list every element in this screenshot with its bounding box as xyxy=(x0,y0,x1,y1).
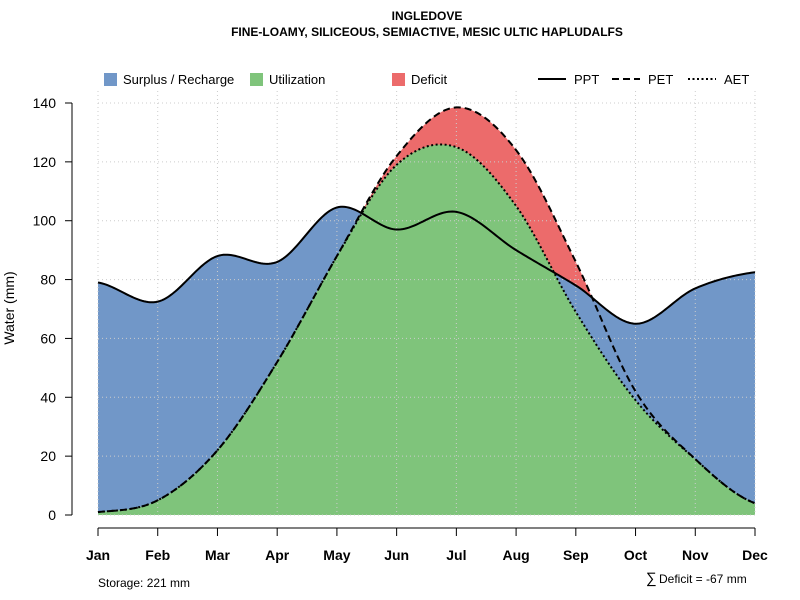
y-axis-label: Water (mm) xyxy=(1,271,17,344)
utilization-area xyxy=(98,144,755,515)
x-tick-label: Dec xyxy=(742,547,768,563)
y-tick-label: 40 xyxy=(40,389,56,405)
y-tick-label: 100 xyxy=(33,213,57,229)
y-tick-label: 120 xyxy=(33,154,57,170)
y-tick-label: 20 xyxy=(40,448,56,464)
line-layer xyxy=(97,106,756,514)
x-tick-label: May xyxy=(323,547,350,563)
legend-label-2: Deficit xyxy=(411,72,448,87)
legend-label-aet: AET xyxy=(724,72,749,87)
chart-legend: Surplus / Recharge Utilization Deficit PPT P… xyxy=(104,72,749,87)
legend-label-0: Surplus / Recharge xyxy=(123,72,234,87)
x-tick-label: Aug xyxy=(502,547,529,563)
x-tick-label: Mar xyxy=(205,547,230,563)
x-tick-label: Jun xyxy=(384,547,409,563)
legend-swatch-2 xyxy=(392,73,405,86)
chart-title: INGLEDOVE xyxy=(392,9,463,23)
deficit-annotation: Deficit = -67 mm xyxy=(659,572,747,586)
legend-swatch-0 xyxy=(104,73,117,86)
series-line-pet xyxy=(97,106,756,514)
x-tick-label: Jul xyxy=(446,547,466,563)
x-tick-label: Apr xyxy=(265,547,290,563)
y-tick-label: 80 xyxy=(40,272,56,288)
y-tick-label: 140 xyxy=(33,95,57,111)
legend-label-1: Utilization xyxy=(269,72,325,87)
legend-swatch-1 xyxy=(250,73,263,86)
y-tick-label: 60 xyxy=(40,330,56,346)
y-tick-label: 0 xyxy=(48,507,56,523)
chart-subtitle: FINE-LOAMY, SILICEOUS, SEMIACTIVE, MESIC… xyxy=(231,25,623,39)
x-tick-label: Feb xyxy=(145,547,170,563)
area-layer xyxy=(98,107,755,515)
legend-label-ppt: PPT xyxy=(574,72,599,87)
grid-layer xyxy=(97,91,756,516)
legend-label-pet: PET xyxy=(648,72,673,87)
x-tick-label: Sep xyxy=(563,547,589,563)
x-tick-label: Oct xyxy=(624,547,648,563)
x-tick-label: Nov xyxy=(682,547,709,563)
x-tick-label: Jan xyxy=(86,547,110,563)
deficit-sum-icon: ∑ xyxy=(646,570,657,587)
axes-layer: 0 20 40 60 80 100 120 140 Jan Feb Mar Apr May Jun Jul A… xyxy=(33,95,768,563)
series-line-ppt xyxy=(97,205,756,325)
storage-annotation: Storage: 221 mm xyxy=(98,576,190,590)
